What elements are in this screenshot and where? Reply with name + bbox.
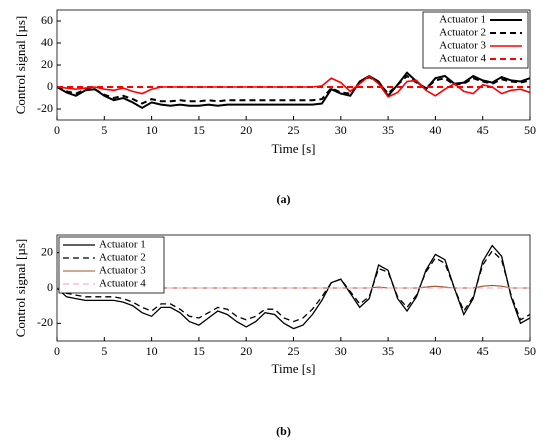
x-tick-label: 0 — [54, 344, 60, 358]
data-line — [57, 74, 530, 105]
data-line — [57, 249, 530, 323]
data-line — [57, 71, 530, 110]
x-axis-label: Time [s] — [272, 361, 316, 376]
x-tick-label: 5 — [101, 123, 107, 137]
legend-label: Actuator 1 — [439, 14, 486, 26]
plot-frame — [56, 9, 531, 121]
x-tick-label: 25 — [288, 344, 300, 358]
legend-label: Actuator 2 — [99, 252, 146, 264]
caption: (a) — [277, 192, 291, 206]
data-line — [57, 74, 530, 98]
legend-label: Actuator 1 — [99, 239, 146, 251]
x-tick-label: 10 — [146, 123, 158, 137]
x-tick-label: 50 — [524, 344, 536, 358]
x-tick-label: 5 — [101, 344, 107, 358]
plot-frame — [56, 234, 531, 342]
x-tick-label: 30 — [335, 123, 347, 137]
x-tick-label: 45 — [477, 344, 489, 358]
x-tick-label: 25 — [288, 123, 300, 137]
y-tick-label: 60 — [41, 13, 53, 27]
x-tick-label: 10 — [146, 344, 158, 358]
caption: (b) — [276, 424, 291, 438]
x-axis-label: Time [s] — [272, 141, 316, 156]
x-tick-label: 20 — [240, 344, 252, 358]
legend-label: Actuator 3 — [99, 265, 146, 277]
legend-label: Actuator 3 — [439, 40, 486, 52]
y-axis-label: Control signal [µs] — [13, 239, 28, 337]
x-tick-label: 30 — [335, 344, 347, 358]
x-tick-label: 40 — [429, 123, 441, 137]
y-tick-label: -20 — [37, 101, 53, 115]
x-tick-label: 40 — [429, 344, 441, 358]
x-tick-label: 45 — [477, 123, 489, 137]
x-tick-label: 35 — [382, 344, 394, 358]
y-tick-label: -20 — [37, 315, 53, 329]
y-tick-label: 0 — [47, 79, 53, 93]
y-tick-label: 0 — [47, 280, 53, 294]
x-tick-label: 50 — [524, 123, 536, 137]
x-tick-label: 15 — [193, 123, 205, 137]
x-tick-label: 15 — [193, 344, 205, 358]
y-tick-label: 20 — [41, 244, 53, 258]
y-tick-label: 20 — [41, 57, 53, 71]
y-tick-label: 40 — [41, 35, 53, 49]
legend-label: Actuator 4 — [439, 53, 486, 65]
x-tick-label: 35 — [382, 123, 394, 137]
x-tick-label: 20 — [240, 123, 252, 137]
x-tick-label: 0 — [54, 123, 60, 137]
legend-label: Actuator 2 — [439, 27, 486, 39]
legend-label: Actuator 4 — [99, 278, 146, 290]
y-axis-label: Control signal [µs] — [13, 16, 28, 114]
